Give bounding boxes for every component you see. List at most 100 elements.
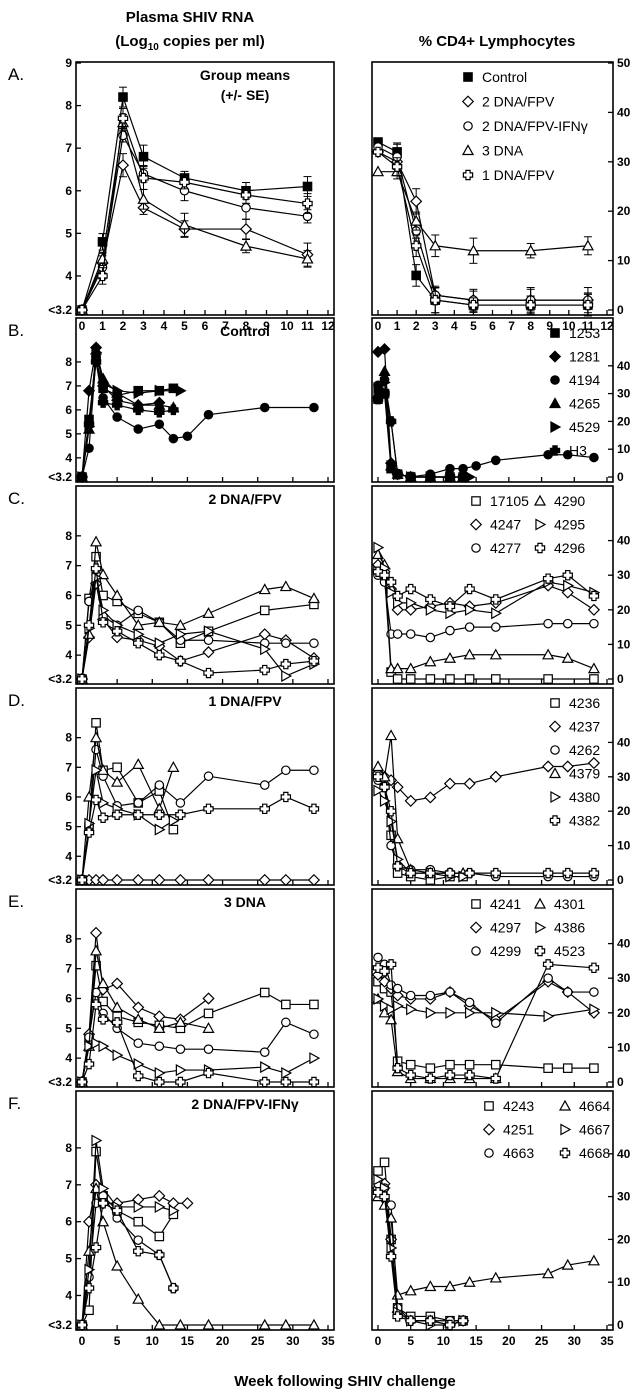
x-tick-label-a-right-12: 12 [600,319,614,333]
left-header-prefix: (Log [115,33,147,50]
legend-label-d-right-4: 4380 [569,789,600,805]
data-point-a-left-3-dna-4 [178,218,191,230]
data-point-e-right-4523-6 [444,1069,456,1081]
data-point-e-left-4301-7 [174,1016,187,1027]
data-point-e-right-4241-4 [405,1059,416,1070]
data-point-d-right-4237-6 [443,777,457,790]
data-point-c-left-4247-9 [258,628,271,641]
legend-label-d-right-0: 4236 [569,695,600,711]
data-point-c-left-4290-5 [132,619,145,630]
x-tick-label-a-left-4: 4 [161,319,168,333]
panel-title-e-left: 3 DNA [224,894,266,910]
data-point-e-right-4386-6 [445,1006,457,1019]
legend-label-b-right-5: H3 [569,443,587,459]
data-point-c-right-4296-7 [464,583,475,595]
data-point-e-left-4386-10 [281,1066,293,1080]
data-point-a-left-control-2 [118,92,128,102]
x-tick-label-a-left-10: 10 [280,319,294,333]
series-f-right-4668 [372,1187,469,1331]
legend-label-b-right-1: 1281 [569,349,600,365]
data-point-c-left-4296-6 [154,649,165,661]
data-point-d-left-4380-1 [84,817,96,830]
data-point-d-left-4382-8 [203,803,214,815]
data-point-f-left-4667-7 [168,1204,180,1217]
x-tick-label-f-right-3: 15 [469,1334,483,1348]
y-tick-label-c-right-4: 40 [617,534,631,548]
legend-marker-d-right-2 [550,745,560,755]
data-point-f-left-4664-11 [307,1318,321,1330]
data-point-f-left-4243-1 [84,1305,94,1316]
series-line-d-left-4379 [81,737,174,881]
data-point-b-left-4529-2 [91,346,103,359]
data-point-e-left-4523-5 [133,1070,144,1082]
series-d-right-4262 [373,775,599,882]
data-point-e-left-4299-2 [91,987,101,998]
y-tick-label-a-right-0: 0 [617,303,624,317]
y-tick-label-f-left-4: 7 [65,1178,72,1192]
data-point-b-right-h3-4 [405,471,416,483]
data-point-e-left-4386-4 [112,1049,124,1062]
legend-label-d-right-3: 4379 [569,766,600,782]
data-point-c-right-4296-11 [588,590,600,602]
panel-title-a-left: Group means [200,67,290,83]
data-point-a-left-control-3 [138,151,149,162]
data-point-e-right-4301-2 [385,1013,398,1025]
data-point-d-right-4236-2 [386,830,396,841]
x-tick-label-f-left-6: 30 [286,1334,300,1348]
data-point-e-right-4241-9 [543,1063,553,1073]
y-tick-label-f-right-1: 10 [617,1275,631,1289]
data-point-a-right-2-dna-fpv-2 [410,195,423,208]
legend-marker-f-right-0 [484,1101,494,1111]
x-tick-label-f-left-3: 15 [181,1334,195,1348]
data-point-f-left-4668-5 [133,1245,144,1257]
y-tick-label-a-right-3: 30 [617,155,631,169]
data-point-e-left-4301-6 [153,1022,166,1033]
y-tick-label-d-right-2: 20 [617,804,631,818]
data-point-c-left-4296-4 [111,626,123,637]
data-point-e-left-4523-8 [203,1067,214,1079]
data-point-d-left-4262-6 [154,780,165,790]
y-tick-label-a-right-1: 10 [617,254,631,268]
x-tick-label-a-left-8: 8 [243,319,250,333]
series-line-b-left-4529 [81,352,181,478]
data-point-d-left-4236-2 [91,718,101,728]
data-point-d-right-4380-1 [379,794,391,807]
data-point-f-right-4667-0 [373,1173,385,1186]
series-line-a-left-control [81,96,308,311]
data-point-e-left-4299-11 [309,1029,319,1040]
series-a-left-1-dna-fpv [76,107,313,316]
legend-marker-d-right-0 [550,698,560,708]
x-tick-label-a-left-11: 11 [301,319,314,333]
y-tick-label-e-left-3: 6 [65,991,72,1005]
data-point-e-right-4299-8 [490,1018,501,1028]
data-point-e-right-4299-3 [392,983,403,994]
x-tick-label-f-right-4: 20 [502,1334,516,1348]
x-tick-label-f-right-7: 35 [600,1334,614,1348]
data-point-d-left-4382-11 [308,803,320,815]
x-tick-label-f-right-5: 25 [535,1334,549,1348]
x-tick-label-f-right-6: 30 [568,1334,582,1348]
left-column-header-line2: (Log10 copies per ml) [115,33,264,53]
y-tick-label-b-left-4: 7 [65,379,72,393]
data-point-e-left-4386-11 [309,1052,321,1065]
x-tick-label-a-right-4: 4 [451,319,458,333]
data-point-b-left-h3-4 [111,399,123,411]
y-tick-label-b-right-0: 0 [617,470,624,484]
data-point-f-right-4668-7 [457,1315,469,1326]
data-point-c-left-4295-6 [154,637,166,650]
data-point-e-left-4523-11 [308,1076,320,1088]
data-point-d-right-4379-2 [385,729,398,741]
data-point-c-right-4296-4 [405,583,416,595]
panel-d-left: D. <3.2 4 5 6 7 8 1 DNA/FPV [8,687,335,887]
data-point-e-right-4241-7 [464,1059,475,1070]
x-tick-label-a-right-2: 2 [413,319,420,333]
data-point-a-left-2-dna-fpv-5 [239,222,253,236]
data-point-f-left-4668-3 [97,1198,109,1209]
y-tick-label-a-left-0: <3.2 [48,303,72,317]
data-point-e-left-4297-8 [202,992,215,1005]
data-point-f-right-4668-3 [392,1311,403,1322]
data-point-e-right-4523-8 [490,1073,501,1084]
data-point-e-right-4299-0 [373,952,383,963]
